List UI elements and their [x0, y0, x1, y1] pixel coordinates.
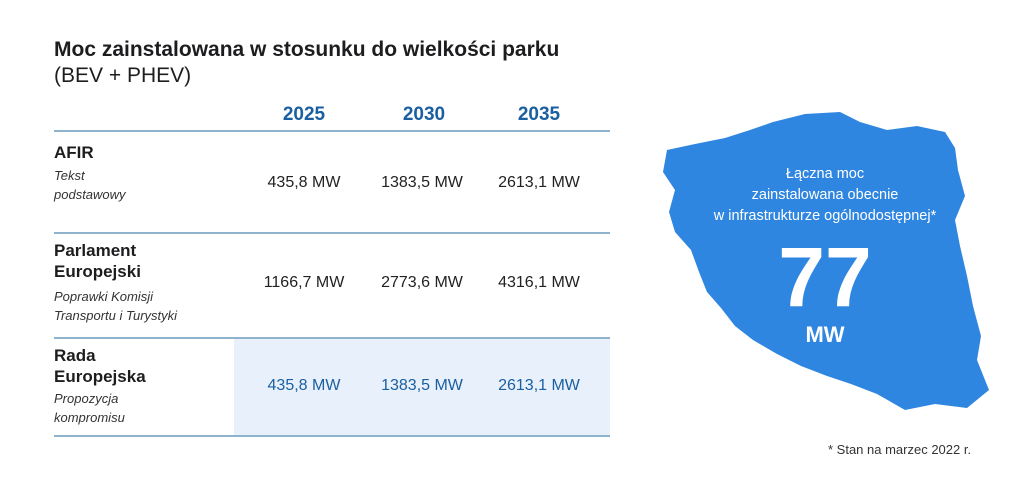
row-label-line: Europejska: [54, 367, 146, 386]
map-caption-line: w infrastrukturze ogólnodostępnej*: [713, 208, 937, 224]
map-unit: MW: [805, 322, 845, 347]
row-note-line: Poprawki Komisji: [54, 289, 153, 304]
row-label: AFIR: [54, 143, 94, 162]
table-cell: 1166,7 MW: [263, 274, 345, 291]
table-header: 2025 2030 2035: [54, 98, 610, 132]
table-row-parlament: Parlament Europejski Poprawki Komisji Tr…: [54, 234, 610, 339]
row-note: Propozycja kompromisu: [54, 389, 125, 427]
table-cell: 435,8 MW: [267, 174, 341, 191]
map-value: 77: [778, 230, 872, 324]
row-note: Tekst podstawowy: [54, 166, 126, 204]
column-header-2035: 2035: [517, 104, 561, 125]
column-header-2030: 2030: [402, 104, 446, 125]
row-label: Parlament Europejski: [54, 240, 141, 282]
row-note: Poprawki Komisji Transportu i Turystyki: [54, 287, 177, 325]
chart-subtitle: (BEV + PHEV): [54, 64, 192, 87]
footnote: * Stan na marzec 2022 r.: [828, 442, 972, 457]
poland-map-shape: [663, 112, 989, 410]
map-caption-line: zainstalowana obecnie: [751, 187, 899, 203]
row-note-line: Tekst: [54, 168, 85, 183]
map-caption-line: Łączna moc: [785, 166, 865, 182]
table-cell: 2613,1 MW: [498, 377, 580, 394]
row-note-line: kompromisu: [54, 410, 125, 425]
poland-map-panel: Łączna moc zainstalowana obecnie w infra…: [655, 108, 995, 426]
table-cell: 1383,5 MW: [381, 377, 463, 394]
map-caption: Łączna moc zainstalowana obecnie w infra…: [655, 164, 995, 227]
table-cell: 4316,1 MW: [498, 274, 580, 291]
row-label-line: Europejski: [54, 262, 141, 281]
table-row-afir: AFIR Tekst podstawowy 435,8 MW 1383,5 MW…: [54, 132, 610, 234]
row-label-line: Rada: [54, 346, 96, 365]
table-cell: 2773,6 MW: [381, 274, 463, 291]
row-note-line: podstawowy: [54, 187, 126, 202]
table-cell: 2613,1 MW: [498, 174, 580, 191]
data-table: 2025 2030 2035 AFIR Tekst podstawowy 435…: [54, 98, 610, 437]
row-note-line: Propozycja: [54, 391, 119, 406]
column-header-2025: 2025: [282, 104, 326, 125]
row-note-line: Transportu i Turystyki: [54, 308, 178, 323]
row-label-line: Parlament: [54, 241, 137, 260]
row-highlight: [234, 339, 610, 435]
table-cell: 435,8 MW: [267, 377, 341, 394]
row-label: Rada Europejska: [54, 345, 146, 387]
table-cell: 1383,5 MW: [381, 174, 463, 191]
table-row-rada: Rada Europejska Propozycja kompromisu 43…: [54, 339, 610, 437]
chart-title: Moc zainstalowana w stosunku do wielkośc…: [54, 38, 560, 61]
